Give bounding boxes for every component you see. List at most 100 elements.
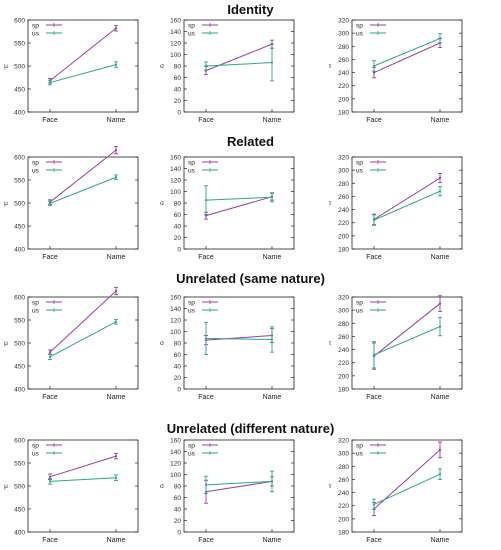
data-point-sp — [438, 302, 442, 305]
y-tick-label: 300 — [338, 168, 349, 175]
data-point-us — [372, 353, 376, 356]
series-line-sp — [49, 455, 117, 478]
y-tick-label: 20 — [174, 518, 182, 525]
legend-label-sp: sp — [32, 443, 39, 450]
x-tick-label: Face — [198, 117, 214, 124]
y-tick-label: 160 — [170, 155, 181, 162]
y-tick-label: 80 — [174, 64, 182, 71]
series-line-sp — [373, 177, 441, 220]
y-tick-label: 220 — [338, 503, 349, 510]
y-tick-label: 320 — [338, 18, 349, 25]
y-tick-label: 400 — [14, 387, 25, 394]
x-tick-label: Face — [366, 254, 382, 261]
y-tick-label: 260 — [338, 57, 349, 64]
data-point-sp — [204, 214, 208, 217]
y-tick-label: 300 — [338, 451, 349, 458]
y-tick-label: 220 — [338, 220, 349, 227]
y-tick-label: 60 — [174, 352, 182, 359]
y-tick-label: 280 — [338, 181, 349, 188]
y-tick-label: 140 — [170, 166, 181, 173]
series-line-sp — [373, 42, 441, 74]
legend-label-us: us — [356, 31, 364, 38]
series-line-sp — [205, 335, 273, 341]
legend-label-us: us — [32, 31, 40, 38]
series-line-us — [205, 480, 273, 486]
y-axis-label: τ — [329, 483, 332, 490]
legend-label-sp: sp — [188, 300, 195, 307]
data-point-us — [48, 355, 52, 358]
plot-frame — [27, 439, 139, 533]
plot-frame — [183, 156, 295, 250]
data-point-us — [438, 190, 442, 193]
y-tick-label: 500 — [14, 484, 25, 491]
x-tick-label: Face — [366, 394, 382, 401]
y-tick-label: 600 — [14, 438, 25, 445]
legend-label-sp: sp — [356, 300, 363, 307]
y-tick-label: 160 — [170, 18, 181, 25]
data-point-us — [372, 218, 376, 222]
series-line-us — [205, 337, 273, 341]
y-tick-label: 320 — [338, 155, 349, 162]
y-tick-label: 120 — [170, 41, 181, 48]
y-tick-label: 100 — [170, 189, 181, 196]
legend-label-us: us — [188, 31, 196, 38]
section-title-unrelated-same: Unrelated (same nature) — [176, 271, 325, 286]
legend-label-us: us — [356, 168, 364, 175]
y-tick-label: 240 — [338, 490, 349, 497]
x-tick-label: Face — [366, 537, 382, 544]
legend-label-us: us — [32, 168, 40, 175]
plot-frame — [27, 156, 139, 250]
y-axis-label: τ — [329, 340, 332, 347]
y-tick-label: 450 — [14, 364, 25, 371]
data-point-us — [114, 176, 118, 179]
y-tick-label: 80 — [174, 341, 182, 348]
series-line-sp — [49, 290, 117, 353]
y-axis-label: τ — [329, 63, 332, 70]
y-tick-label: 20 — [174, 98, 182, 105]
y-tick-label: 280 — [338, 44, 349, 51]
y-tick-label: 600 — [14, 155, 25, 162]
y-tick-label: 240 — [338, 207, 349, 214]
plot-frame — [27, 296, 139, 390]
data-point-sp — [48, 351, 52, 354]
legend-label-sp: sp — [356, 160, 363, 167]
y-axis-label: μ — [4, 63, 8, 70]
plot-frame — [351, 19, 463, 113]
y-tick-label: 320 — [338, 295, 349, 302]
data-point-us — [114, 476, 118, 479]
data-point-us — [204, 199, 208, 202]
y-tick-label: 550 — [14, 318, 25, 325]
series-line-us — [49, 176, 117, 204]
y-tick-label: 280 — [338, 464, 349, 471]
y-tick-label: 160 — [170, 438, 181, 445]
y-tick-label: 120 — [170, 461, 181, 468]
x-tick-label: Face — [198, 394, 214, 401]
data-point-us — [372, 64, 376, 68]
y-tick-label: 40 — [174, 507, 182, 514]
x-tick-label: Name — [107, 254, 126, 261]
legend-label-sp: sp — [356, 23, 363, 30]
data-point-us — [270, 61, 274, 64]
series-line-us — [49, 321, 117, 358]
y-tick-label: 100 — [170, 52, 181, 59]
data-point-us — [438, 37, 442, 40]
data-point-us — [270, 196, 274, 199]
y-axis-label: μ — [4, 483, 8, 490]
legend-label-sp: sp — [188, 160, 195, 167]
legend-label-us: us — [188, 451, 196, 458]
x-tick-label: Name — [431, 394, 450, 401]
y-tick-label: 40 — [174, 364, 182, 371]
x-tick-label: Face — [198, 537, 214, 544]
y-tick-label: 0 — [177, 530, 181, 537]
y-tick-label: 180 — [338, 387, 349, 394]
x-tick-label: Name — [431, 537, 450, 544]
series-line-us — [373, 190, 441, 221]
x-tick-label: Face — [42, 117, 58, 124]
data-point-us — [270, 338, 274, 341]
y-axis-label: σ — [160, 483, 164, 490]
